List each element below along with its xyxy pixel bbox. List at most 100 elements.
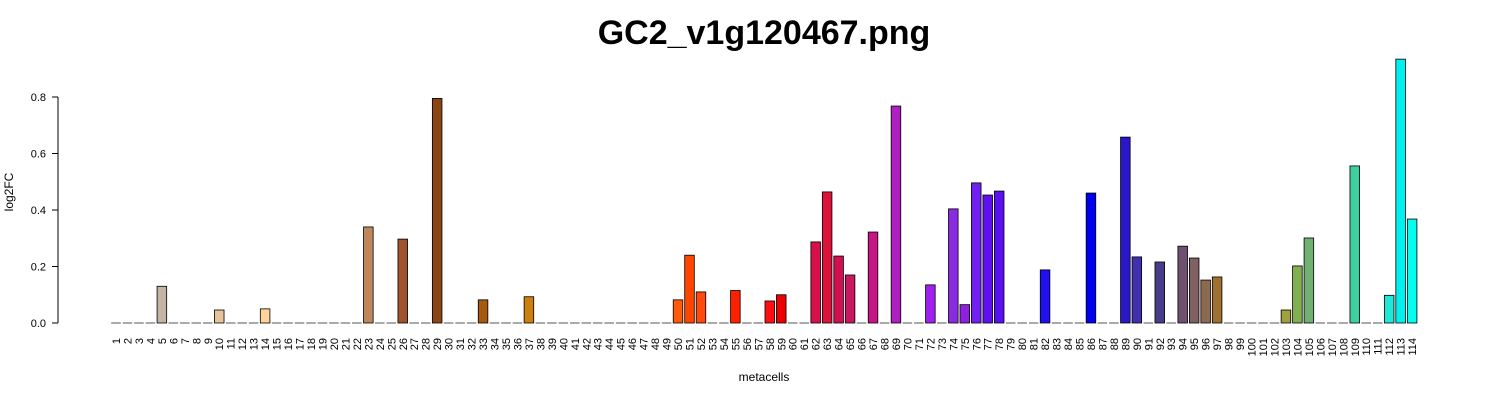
x-tick-label: 57 xyxy=(753,338,765,350)
x-tick-label: 103 xyxy=(1281,338,1293,356)
bar xyxy=(1085,192,1097,324)
x-tick-label: 75 xyxy=(960,338,972,350)
x-tick-label: 112 xyxy=(1384,338,1396,356)
x-tick-label: 69 xyxy=(891,338,903,350)
x-tick-label: 39 xyxy=(547,338,559,350)
x-tick-label: 25 xyxy=(386,338,398,350)
x-tick-label: 24 xyxy=(375,338,387,350)
x-tick-label: 30 xyxy=(444,338,456,350)
bar xyxy=(259,308,271,324)
y-tick-label: 0.4 xyxy=(31,205,46,217)
x-tick-label: 52 xyxy=(696,338,708,350)
x-tick-label: 26 xyxy=(398,338,410,350)
bar xyxy=(431,98,443,324)
x-tick-label: 91 xyxy=(1143,338,1155,350)
x-tick-label: 86 xyxy=(1086,338,1098,350)
bar xyxy=(925,284,936,324)
x-tick-label: 80 xyxy=(1017,338,1029,350)
x-tick-label: 81 xyxy=(1029,338,1041,350)
x-tick-label: 101 xyxy=(1258,338,1270,356)
bar xyxy=(1120,136,1131,324)
x-tick-label: 106 xyxy=(1315,338,1327,356)
x-tick-label: 82 xyxy=(1040,338,1052,350)
x-axis-label: metacells xyxy=(739,370,790,384)
x-tick-label: 83 xyxy=(1052,338,1064,350)
x-tick-label: 60 xyxy=(788,338,800,350)
bar xyxy=(764,300,775,324)
x-tick-label: 11 xyxy=(226,338,238,349)
x-tick-label: 64 xyxy=(834,338,846,350)
y-tick-label: 0.8 xyxy=(31,92,46,104)
x-tick-label: 33 xyxy=(478,338,490,350)
bar xyxy=(1188,257,1200,324)
x-tick-label: 109 xyxy=(1350,338,1362,356)
x-tick-label: 79 xyxy=(1006,338,1018,350)
x-tick-label: 7 xyxy=(180,338,192,344)
bar xyxy=(1177,245,1188,324)
x-tick-label: 108 xyxy=(1338,338,1350,356)
x-tick-label: 40 xyxy=(558,338,570,350)
x-tick-label: 111 xyxy=(1373,338,1385,355)
x-tick-label: 56 xyxy=(742,338,754,350)
x-tick-label: 44 xyxy=(604,338,616,350)
bar xyxy=(1211,276,1223,324)
x-tick-label: 13 xyxy=(249,338,261,350)
bar xyxy=(982,194,993,324)
bar xyxy=(1406,218,1418,324)
y-tick-label: 0.6 xyxy=(31,149,46,161)
x-tick-label: 98 xyxy=(1224,338,1236,350)
x-tick-label: 104 xyxy=(1292,338,1304,356)
x-tick-label: 3 xyxy=(134,338,146,344)
x-tick-label: 21 xyxy=(340,338,352,350)
x-tick-label: 53 xyxy=(707,338,719,350)
bar xyxy=(672,299,684,324)
x-tick-label: 95 xyxy=(1189,338,1201,350)
x-tick-label: 97 xyxy=(1212,338,1224,350)
x-tick-label: 15 xyxy=(272,338,284,350)
x-tick-label: 9 xyxy=(203,338,215,344)
x-tick-label: 62 xyxy=(811,338,823,350)
x-tick-label: 92 xyxy=(1155,338,1167,350)
bar xyxy=(833,255,844,324)
x-tick-label: 100 xyxy=(1247,338,1259,356)
x-tick-label: 58 xyxy=(765,338,777,350)
x-tick-label: 6 xyxy=(168,338,180,344)
x-tick-label: 45 xyxy=(616,338,628,350)
x-tick-label: 71 xyxy=(914,338,926,350)
bar xyxy=(810,241,821,324)
x-tick-label: 113 xyxy=(1396,338,1408,356)
y-axis-label: log2FC xyxy=(2,172,16,211)
x-tick-label: 16 xyxy=(283,338,295,350)
x-tick-label: 50 xyxy=(673,338,685,350)
x-tick-label: 32 xyxy=(467,338,479,350)
x-tick-label: 61 xyxy=(799,338,811,350)
bar xyxy=(1303,237,1315,324)
x-tick-label: 93 xyxy=(1166,338,1178,350)
x-tick-label: 14 xyxy=(260,338,272,350)
x-tick-label: 51 xyxy=(685,338,697,350)
x-tick-label: 68 xyxy=(879,338,891,350)
x-tick-label: 1 xyxy=(111,338,123,344)
x-tick-label: 76 xyxy=(971,338,983,350)
x-tick-label: 29 xyxy=(432,338,444,350)
x-tick-label: 85 xyxy=(1074,338,1086,350)
x-tick-label: 63 xyxy=(822,338,834,350)
bar xyxy=(1154,261,1165,324)
bar xyxy=(993,190,1005,324)
x-tick-label: 90 xyxy=(1132,338,1144,350)
chart-title: GC2_v1g120467.png xyxy=(598,14,931,52)
x-tick-label: 47 xyxy=(639,338,651,350)
x-tick-label: 19 xyxy=(317,338,329,350)
bar xyxy=(1039,269,1051,324)
bar xyxy=(867,231,879,324)
bar xyxy=(684,254,695,324)
bar xyxy=(1280,309,1292,324)
x-tick-label: 88 xyxy=(1109,338,1121,350)
x-tick-label: 22 xyxy=(352,338,364,350)
x-tick-label: 5 xyxy=(157,338,169,344)
x-tick-label: 102 xyxy=(1269,338,1281,356)
x-tick-label: 4 xyxy=(145,338,157,344)
bar xyxy=(776,294,787,324)
x-tick-label: 10 xyxy=(214,338,226,350)
x-tick-label: 87 xyxy=(1097,338,1109,350)
